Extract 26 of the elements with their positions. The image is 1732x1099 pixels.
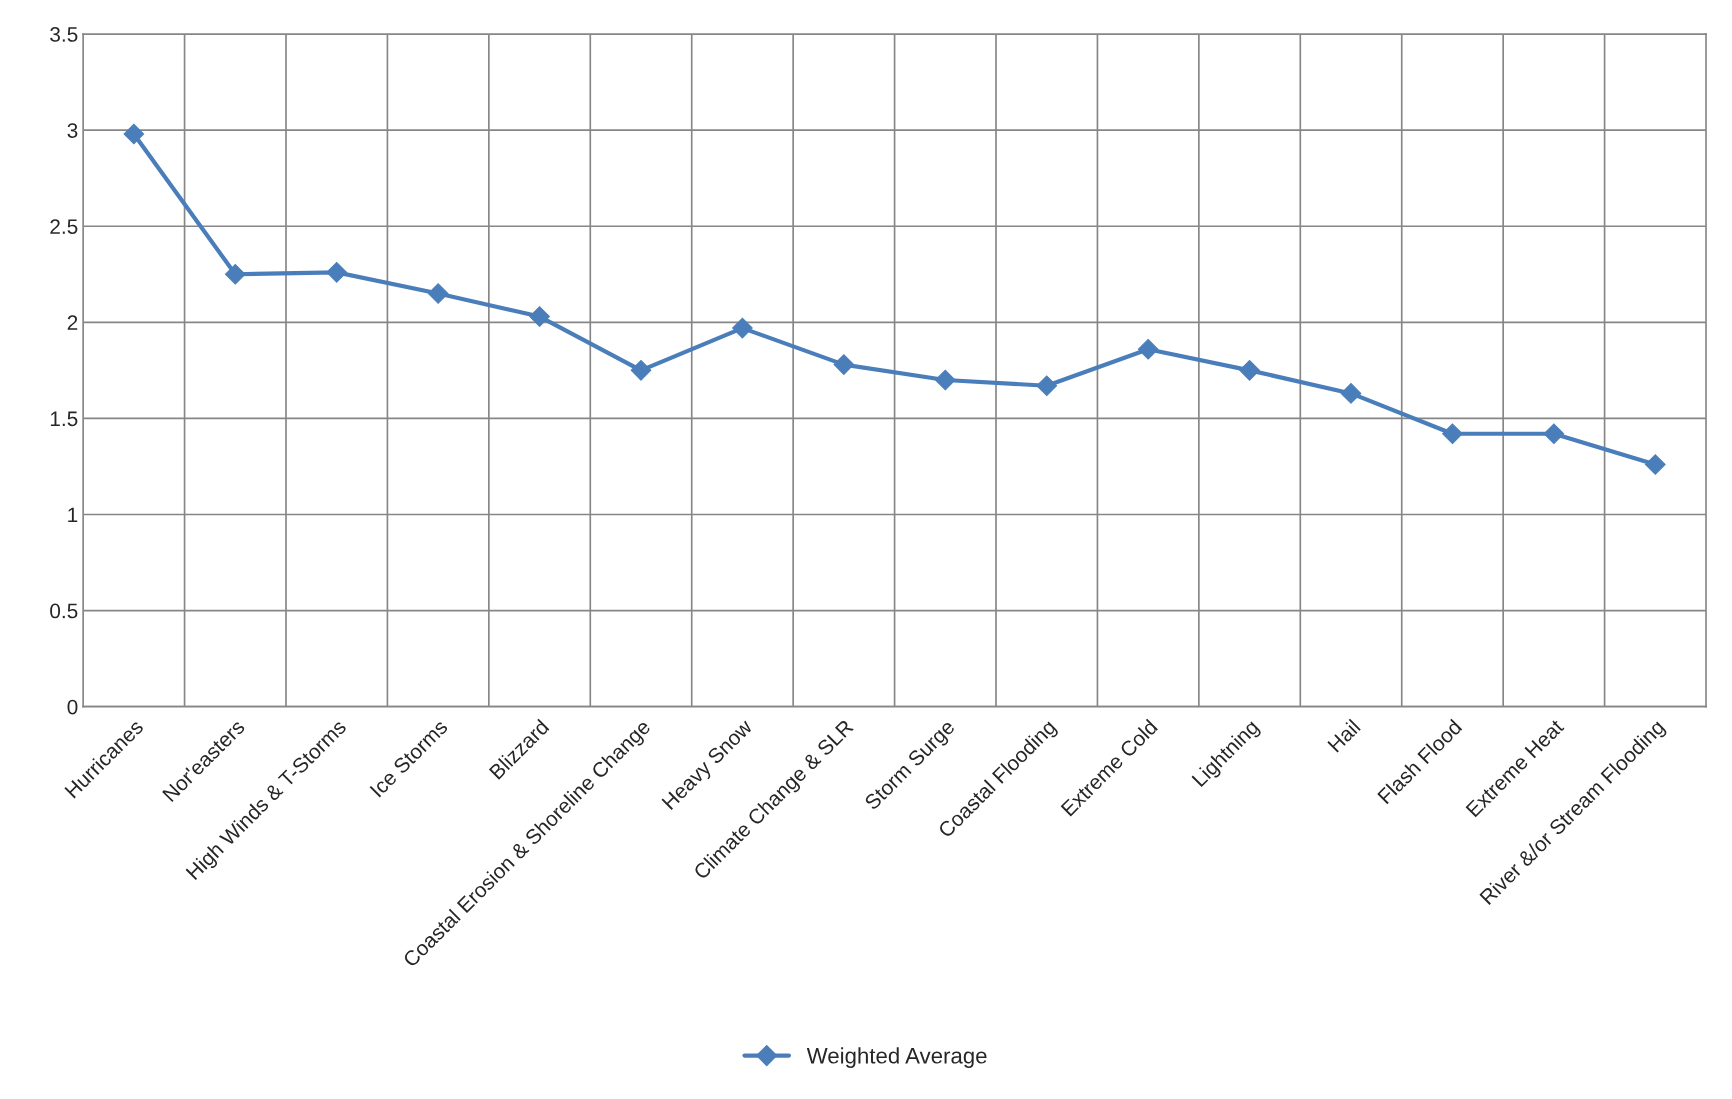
legend-label: Weighted Average: [806, 1047, 987, 1069]
point: [326, 262, 348, 283]
point: [833, 354, 855, 375]
point: [1644, 454, 1666, 475]
point: [1543, 423, 1565, 445]
y-tick-label: 3.5: [50, 27, 78, 42]
point: [427, 283, 449, 304]
point: [1036, 375, 1058, 397]
x-tick-label: Hail: [1326, 718, 1361, 753]
y-tick-label: 2: [67, 315, 78, 330]
point: [1340, 383, 1362, 404]
y-tick-label: 0: [67, 699, 78, 715]
point: [123, 123, 145, 145]
point: [529, 306, 550, 327]
point: [1137, 338, 1159, 360]
y-tick-label: 1.5: [50, 411, 78, 427]
y-tick-label: 3: [67, 123, 78, 138]
point: [1239, 360, 1260, 381]
y-tick-label: 2.5: [50, 219, 78, 234]
y-tick-label: 0.5: [50, 603, 78, 619]
point: [224, 263, 246, 285]
point: [1442, 423, 1463, 445]
point: [732, 317, 753, 339]
point: [934, 369, 956, 391]
point: [630, 360, 652, 381]
y-tick-label: 1: [68, 507, 78, 523]
